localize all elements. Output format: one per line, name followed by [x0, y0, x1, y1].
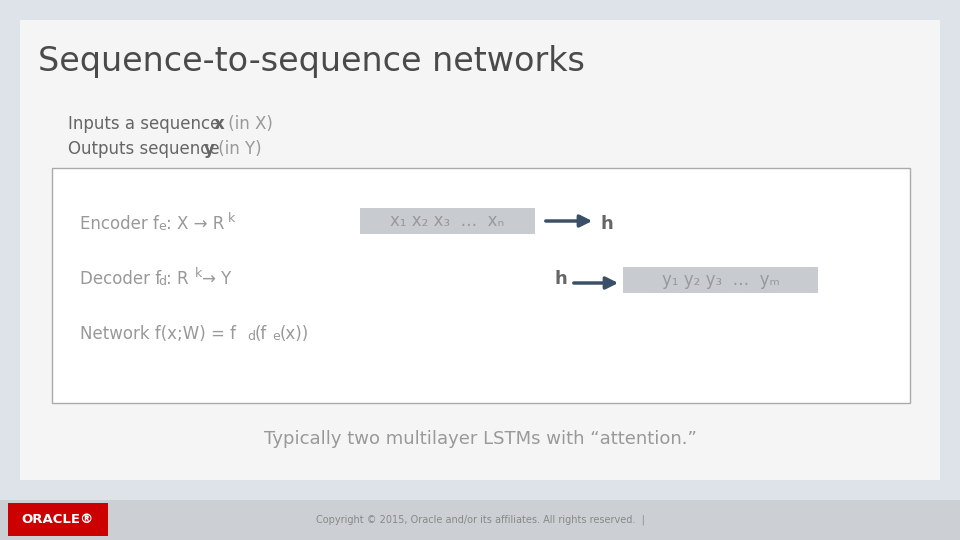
Text: k: k — [228, 212, 235, 225]
Text: (f: (f — [255, 325, 267, 343]
Text: y: y — [204, 140, 215, 158]
Bar — [20, 20, 940, 480]
Text: e: e — [272, 330, 279, 343]
Text: Typically two multilayer LSTMs with “attention.”: Typically two multilayer LSTMs with “att… — [264, 430, 696, 448]
Bar — [8, 503, 108, 536]
Text: (in X): (in X) — [223, 115, 273, 133]
Text: ORACLE®: ORACLE® — [22, 513, 94, 526]
Text: y₁ y₂ y₃  …  yₘ: y₁ y₂ y₃ … yₘ — [661, 271, 780, 289]
Bar — [360, 208, 535, 234]
Text: h: h — [555, 270, 567, 288]
Text: : X → R: : X → R — [166, 215, 225, 233]
Bar — [0, 500, 960, 540]
Text: x: x — [214, 115, 225, 133]
Text: (x)): (x)) — [280, 325, 309, 343]
Text: Sequence-to-sequence networks: Sequence-to-sequence networks — [38, 45, 585, 78]
Text: Copyright © 2015, Oracle and/or its affiliates. All rights reserved.  |: Copyright © 2015, Oracle and/or its affi… — [316, 515, 644, 525]
Text: x₁ x₂ x₃  …  xₙ: x₁ x₂ x₃ … xₙ — [391, 212, 505, 230]
Text: h: h — [601, 215, 613, 233]
Text: : R: : R — [166, 270, 188, 288]
Text: Outputs sequence: Outputs sequence — [68, 140, 225, 158]
Text: Network f(x;W) = f: Network f(x;W) = f — [80, 325, 236, 343]
Text: Decoder f: Decoder f — [80, 270, 161, 288]
Text: d: d — [247, 330, 255, 343]
Text: Inputs a sequence: Inputs a sequence — [68, 115, 226, 133]
Text: → Y: → Y — [202, 270, 231, 288]
Text: k: k — [195, 267, 203, 280]
Text: Encoder f: Encoder f — [80, 215, 158, 233]
Bar — [623, 267, 818, 293]
Bar — [52, 168, 910, 403]
Text: (in Y): (in Y) — [213, 140, 262, 158]
Text: e: e — [158, 220, 166, 233]
Text: d: d — [158, 275, 166, 288]
